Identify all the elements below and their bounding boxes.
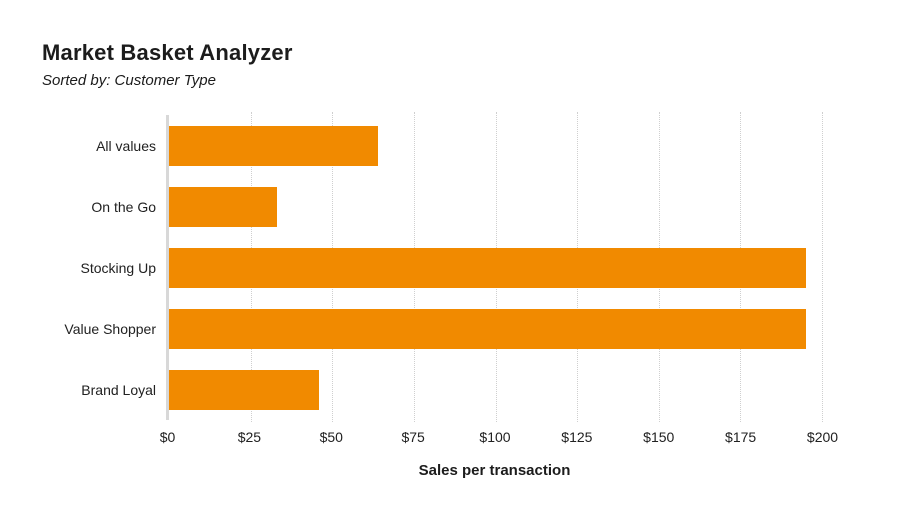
bar-row xyxy=(169,115,822,176)
category-label: On the Go xyxy=(91,198,156,215)
plot-area xyxy=(166,112,823,422)
bar-on-the-go[interactable] xyxy=(169,186,277,227)
category-label: Brand Loyal xyxy=(81,381,156,398)
bar-brand-loyal[interactable] xyxy=(169,369,320,410)
bar-row xyxy=(169,298,822,359)
x-axis-title: Sales per transaction xyxy=(418,462,571,479)
bar-stocking-up[interactable] xyxy=(169,247,806,288)
bar-row xyxy=(169,237,822,298)
y-axis-labels: All values On the Go Stocking Up Value Shop… xyxy=(0,115,156,420)
x-tick-label: $25 xyxy=(237,429,262,445)
bar-all-values[interactable] xyxy=(169,125,378,166)
bar-row xyxy=(169,176,822,237)
x-tick-label: $150 xyxy=(643,429,675,445)
x-tick-label: $0 xyxy=(159,429,176,445)
x-axis-ticks: $0 $25 $50 $75 $100 $125 $150 $175 $200 xyxy=(160,429,838,445)
bar-value-shopper[interactable] xyxy=(169,308,806,349)
gridline xyxy=(822,112,823,422)
category-label: All values xyxy=(96,137,156,154)
page-title: Market Basket Analyzer xyxy=(42,40,293,65)
category-label: Stocking Up xyxy=(80,259,156,276)
x-tick-label: $50 xyxy=(319,429,343,445)
x-tick-label: $175 xyxy=(725,429,757,445)
x-tick-label: $200 xyxy=(806,429,839,445)
x-tick-label: $125 xyxy=(561,429,593,445)
x-tick-label: $100 xyxy=(479,429,511,445)
category-label: Value Shopper xyxy=(64,320,156,337)
chart-subtitle: Sorted by: Customer Type xyxy=(42,72,216,89)
bar-row xyxy=(169,359,822,420)
x-tick-label: $75 xyxy=(401,429,425,445)
